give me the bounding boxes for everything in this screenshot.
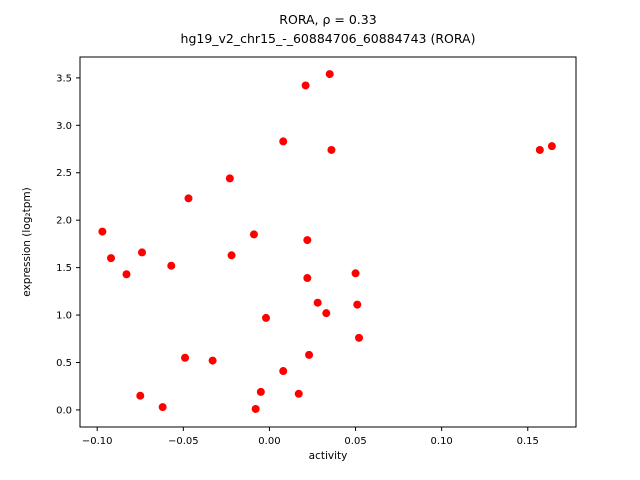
x-tick-label: 0.05	[344, 436, 366, 447]
data-point	[535, 145, 544, 154]
x-axis-label: activity	[308, 450, 348, 462]
data-point	[249, 230, 258, 239]
data-point	[158, 403, 167, 412]
data-point	[251, 404, 260, 413]
y-tick-label: 3.0	[56, 121, 72, 132]
x-tick-label: −0.05	[168, 436, 199, 447]
data-point	[279, 367, 288, 376]
data-point	[262, 313, 270, 322]
data-point	[136, 391, 145, 400]
data-point	[322, 309, 331, 318]
data-point	[279, 137, 288, 146]
data-point	[227, 251, 236, 260]
x-tick-label: 0.00	[258, 436, 280, 447]
y-tick-label: 0.5	[56, 358, 72, 369]
data-point	[208, 356, 217, 365]
data-point	[184, 194, 193, 203]
y-tick-label: 2.0	[56, 216, 72, 227]
y-tick-label: 1.0	[56, 311, 72, 322]
chart-title-line1: RORA, ρ = 0.33	[279, 12, 377, 27]
data-point	[353, 300, 362, 309]
data-point	[355, 333, 363, 342]
data-point	[98, 227, 107, 236]
data-point	[301, 81, 310, 90]
data-point	[313, 298, 322, 307]
data-point	[325, 70, 334, 79]
data-point	[256, 387, 265, 396]
data-point	[181, 353, 190, 362]
y-tick-label: 3.5	[56, 73, 72, 84]
data-point	[294, 389, 303, 398]
x-tick-label: 0.10	[431, 436, 453, 447]
data-point	[305, 350, 314, 359]
y-tick-label: 0.0	[56, 405, 72, 416]
y-tick-label: 1.5	[56, 263, 72, 274]
data-point	[351, 269, 360, 278]
axes-frame	[79, 56, 577, 428]
data-point	[303, 236, 312, 245]
data-point	[225, 174, 234, 183]
data-point	[122, 270, 131, 279]
data-point	[327, 145, 336, 154]
x-tick-label: 0.15	[517, 436, 539, 447]
data-point	[547, 142, 556, 151]
data-point	[303, 274, 312, 283]
x-tick-label: −0.10	[82, 436, 113, 447]
chart-title: RORA, ρ = 0.33 hg19_v2_chr15_-_60884706_…	[80, 10, 576, 48]
y-tick-label: 2.5	[56, 168, 72, 179]
data-point	[107, 254, 115, 263]
chart-title-line2: hg19_v2_chr15_-_60884706_60884743 (RORA)	[180, 31, 476, 46]
y-axis-label: expression (log₂tpm)	[21, 187, 33, 297]
data-point	[167, 261, 176, 270]
data-point	[138, 248, 146, 257]
